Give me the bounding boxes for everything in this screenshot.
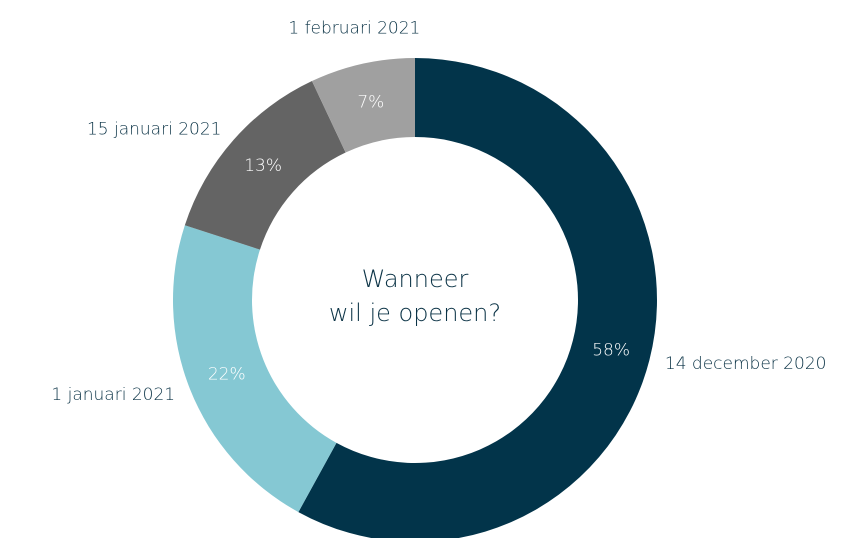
slice — [298, 58, 657, 538]
category-label: 14 december 2020 — [665, 354, 827, 374]
slice — [172, 225, 337, 513]
slice — [184, 81, 346, 250]
center-text: wil je openen? — [329, 299, 501, 327]
category-label: 15 januari 2021 — [87, 119, 222, 139]
value-label: 22% — [208, 365, 246, 385]
slices — [172, 58, 657, 538]
slice — [311, 58, 415, 153]
center-text: Wanneer — [362, 265, 469, 293]
category-label: 1 januari 2021 — [51, 385, 175, 405]
value-label: 13% — [244, 156, 282, 176]
value-label: 7% — [357, 92, 384, 112]
value-label: 58% — [592, 340, 630, 360]
category-label: 1 februari 2021 — [288, 19, 420, 39]
